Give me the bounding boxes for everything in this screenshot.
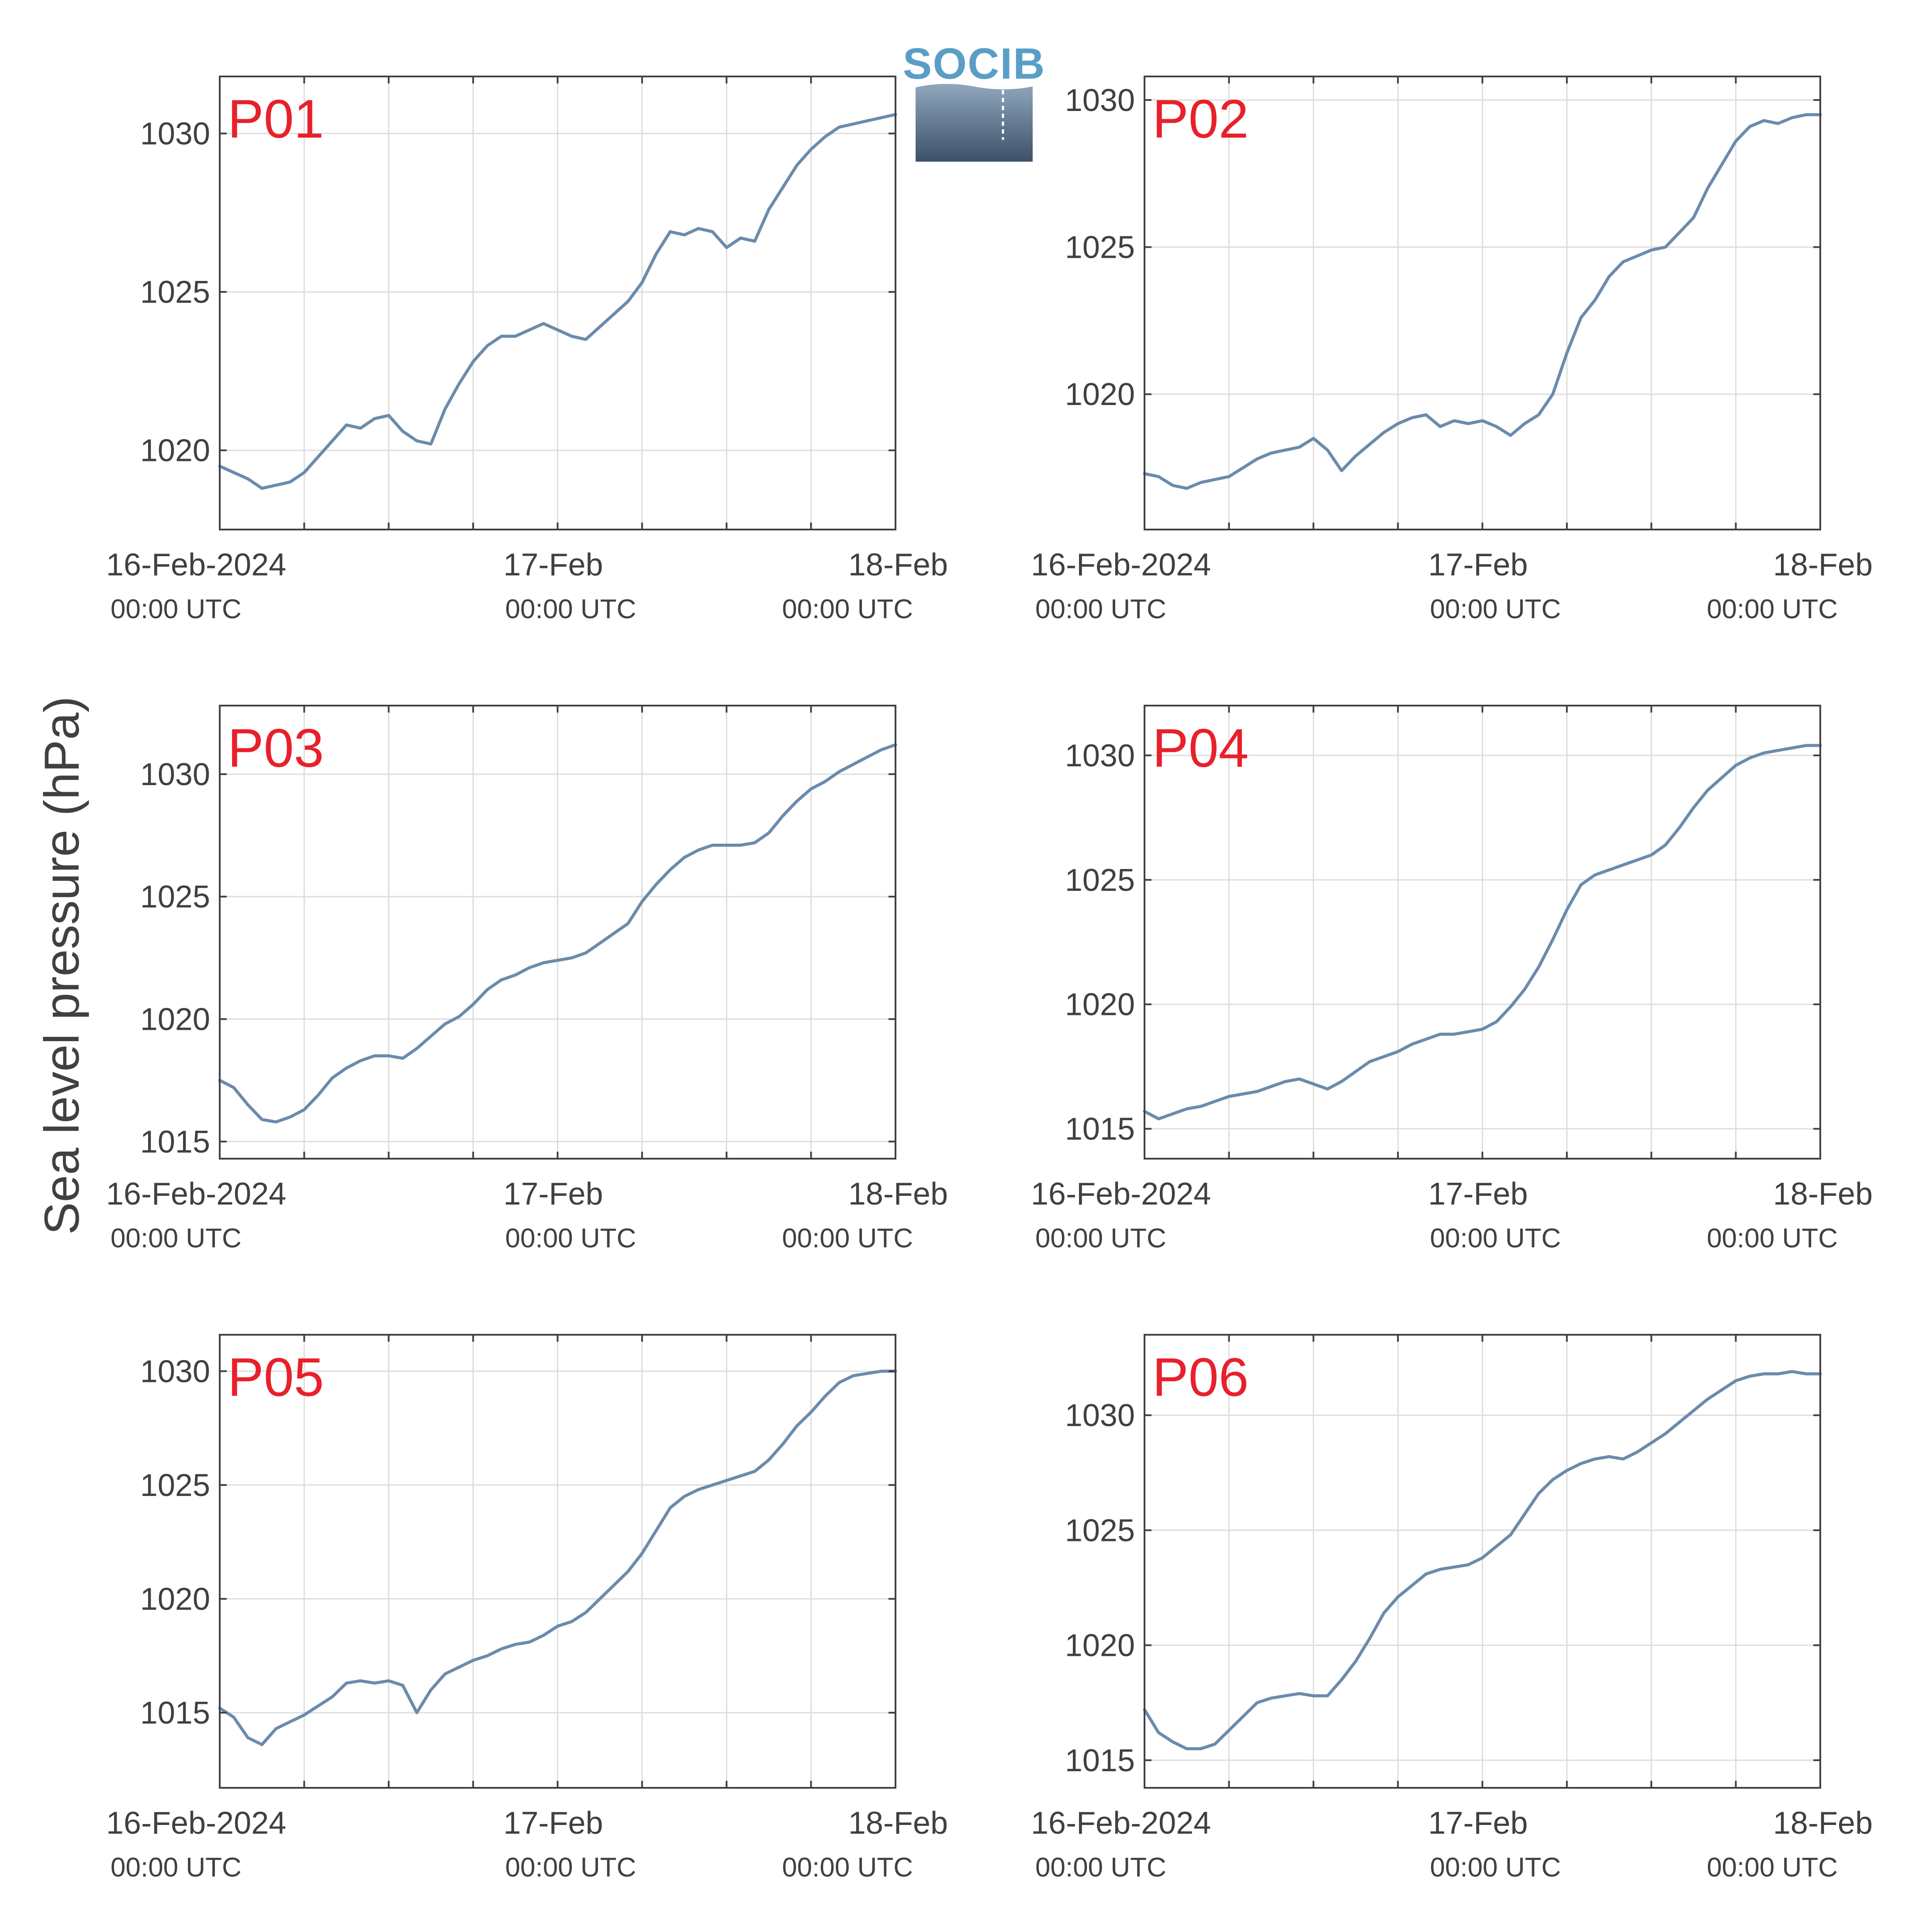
- x-tick-sublabel: 00:00 UTC: [1035, 594, 1166, 624]
- x-tick-sublabel: 00:00 UTC: [505, 1223, 636, 1253]
- y-tick-label: 1025: [140, 275, 210, 310]
- x-tick-label: 17-Feb: [503, 1177, 603, 1212]
- x-tick-label: 18-Feb: [1773, 547, 1873, 582]
- series-line-p01: [218, 113, 897, 490]
- y-tick-label: 1020: [1065, 987, 1135, 1022]
- x-tick-label: 16-Feb-2024: [1031, 1806, 1211, 1841]
- panel-p05: 1015 1020 1025 1030 16-Feb-2024 00:00 UTC 17-F…: [106, 1334, 948, 1883]
- x-tick-label: 18-Feb: [848, 547, 948, 582]
- y-tick-label: 1025: [1065, 230, 1135, 265]
- x-tick-label: 16-Feb-2024: [106, 1177, 286, 1212]
- y-tick-label: 1020: [1065, 377, 1135, 412]
- y-tick-label: 1025: [1065, 1513, 1135, 1548]
- y-tick-label: 1020: [140, 433, 210, 468]
- logo-text: SOCIB: [903, 39, 1046, 88]
- x-tick-label: 18-Feb: [848, 1177, 948, 1212]
- y-tick-label: 1030: [140, 117, 210, 152]
- series-line-p03: [218, 743, 897, 1124]
- panel-label-p02: P02: [1152, 89, 1249, 149]
- y-tick-label: 1015: [1065, 1743, 1135, 1778]
- y-tick-label: 1020: [140, 1002, 210, 1037]
- x-tick-label: 17-Feb: [503, 1806, 603, 1841]
- y-tick-label: 1015: [140, 1696, 210, 1731]
- panel-label-p01: P01: [228, 89, 324, 149]
- y-tick-label: 1025: [1065, 863, 1135, 898]
- x-tick-sublabel: 00:00 UTC: [1707, 594, 1838, 624]
- panel-label-p06: P06: [1152, 1347, 1249, 1408]
- socib-logo: SOCIB: [903, 39, 1046, 162]
- x-tick-label: 18-Feb: [1773, 1806, 1873, 1841]
- x-tick-label: 18-Feb: [1773, 1177, 1873, 1212]
- x-tick-sublabel: 00:00 UTC: [111, 594, 242, 624]
- y-tick-label: 1025: [140, 879, 210, 914]
- series-line-p04: [1143, 744, 1822, 1121]
- x-tick-sublabel: 00:00 UTC: [782, 1852, 913, 1883]
- y-tick-label: 1030: [140, 757, 210, 792]
- x-tick-label: 16-Feb-2024: [106, 1806, 286, 1841]
- x-tick-label: 17-Feb: [1428, 1177, 1528, 1212]
- x-tick-sublabel: 00:00 UTC: [1035, 1852, 1166, 1883]
- panel-p06: 1015 1020 1025 1030 16-Feb-2024 00:00 UTC 17-F…: [1031, 1334, 1873, 1883]
- x-tick-sublabel: 00:00 UTC: [1430, 594, 1561, 624]
- y-axis-label: Sea level pressure (hPa): [35, 696, 89, 1235]
- x-tick-label: 17-Feb: [1428, 1806, 1528, 1841]
- y-tick-label: 1030: [1065, 83, 1135, 118]
- x-tick-sublabel: 00:00 UTC: [505, 594, 636, 624]
- y-tick-label: 1015: [1065, 1112, 1135, 1147]
- x-tick-label: 16-Feb-2024: [1031, 1177, 1211, 1212]
- panel-p01: 1020 1025 1030 16-Feb-2024 00:00 UTC 17-Feb 00…: [106, 76, 948, 624]
- series-line-p02: [1143, 113, 1822, 490]
- x-tick-sublabel: 00:00 UTC: [1430, 1852, 1561, 1883]
- x-tick-sublabel: 00:00 UTC: [782, 594, 913, 624]
- x-tick-sublabel: 00:00 UTC: [1430, 1223, 1561, 1253]
- x-tick-label: 18-Feb: [848, 1806, 948, 1841]
- x-tick-label: 16-Feb-2024: [1031, 547, 1211, 582]
- x-tick-label: 16-Feb-2024: [106, 547, 286, 582]
- x-tick-sublabel: 00:00 UTC: [111, 1223, 242, 1253]
- y-tick-label: 1020: [1065, 1628, 1135, 1663]
- x-tick-sublabel: 00:00 UTC: [111, 1852, 242, 1883]
- x-tick-sublabel: 00:00 UTC: [1035, 1223, 1166, 1253]
- series-line-p06: [1143, 1370, 1822, 1750]
- panel-label-p03: P03: [228, 718, 324, 779]
- x-tick-sublabel: 00:00 UTC: [1707, 1223, 1838, 1253]
- x-tick-label: 17-Feb: [503, 547, 603, 582]
- x-tick-sublabel: 00:00 UTC: [1707, 1852, 1838, 1883]
- y-tick-label: 1030: [1065, 738, 1135, 773]
- panel-label-p05: P05: [228, 1347, 324, 1408]
- y-tick-label: 1030: [140, 1354, 210, 1389]
- x-tick-sublabel: 00:00 UTC: [782, 1223, 913, 1253]
- y-tick-label: 1030: [1065, 1398, 1135, 1433]
- y-tick-label: 1020: [140, 1582, 210, 1617]
- logo-wave-block: [916, 83, 1033, 162]
- series-line-p05: [218, 1369, 897, 1746]
- panel-p03: 1015 1020 1025 1030 16-Feb-2024 00:00 UTC 17-F…: [106, 705, 948, 1253]
- panel-p04: 1015 1020 1025 1030 16-Feb-2024 00:00 UTC 17-F…: [1031, 705, 1873, 1253]
- panel-label-p04: P04: [1152, 718, 1249, 779]
- y-tick-label: 1025: [140, 1468, 210, 1503]
- y-tick-label: 1015: [140, 1125, 210, 1160]
- x-tick-sublabel: 00:00 UTC: [505, 1852, 636, 1883]
- x-tick-label: 17-Feb: [1428, 547, 1528, 582]
- panel-p02: 1020 1025 1030 16-Feb-2024 00:00 UTC 17-Feb 00…: [1031, 76, 1873, 624]
